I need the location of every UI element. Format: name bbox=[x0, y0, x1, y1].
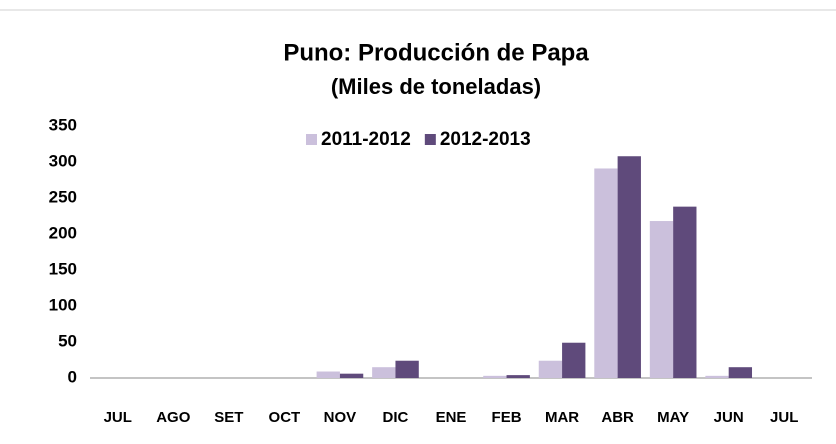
chart-title: Puno: Producción de Papa bbox=[283, 39, 589, 66]
x-tick-label: MAY bbox=[657, 409, 689, 426]
bar bbox=[506, 375, 530, 378]
bar bbox=[562, 342, 586, 378]
x-tick-label: OCT bbox=[269, 409, 301, 426]
bar bbox=[316, 371, 340, 378]
bar bbox=[538, 360, 563, 378]
x-tick-label: SET bbox=[214, 409, 243, 426]
x-tick-label: ABR bbox=[601, 409, 634, 426]
y-tick-label: 200 bbox=[49, 223, 77, 242]
y-tick-label: 0 bbox=[68, 367, 77, 386]
bar bbox=[339, 373, 364, 378]
x-tick-label: JUN bbox=[714, 409, 744, 426]
x-tick-label: DIC bbox=[383, 409, 409, 426]
y-tick-label: 300 bbox=[49, 151, 77, 170]
x-tick-label: NOV bbox=[324, 409, 357, 426]
y-tick-label: 150 bbox=[49, 259, 77, 278]
legend-swatch bbox=[306, 134, 317, 145]
bar bbox=[395, 360, 419, 378]
y-tick-label: 350 bbox=[49, 115, 77, 134]
chart-subtitle: (Miles de toneladas) bbox=[331, 74, 541, 99]
y-tick-label: 250 bbox=[49, 187, 77, 206]
bar bbox=[705, 375, 729, 378]
y-tick-label: 100 bbox=[49, 295, 77, 314]
bar bbox=[483, 375, 507, 378]
legend-label: 2012-2013 bbox=[440, 129, 531, 150]
bar bbox=[728, 367, 753, 378]
x-tick-label: MAR bbox=[545, 409, 579, 426]
bar bbox=[649, 221, 674, 378]
bar bbox=[594, 168, 618, 378]
legend-swatch bbox=[424, 134, 436, 145]
y-tick-label: 50 bbox=[58, 331, 77, 350]
bar bbox=[617, 156, 641, 378]
x-tick-label: JUL bbox=[770, 409, 798, 426]
x-tick-label: JUL bbox=[104, 409, 132, 426]
bar bbox=[372, 367, 396, 378]
x-tick-label: ENE bbox=[436, 409, 467, 426]
legend-label: 2011-2012 bbox=[321, 129, 411, 150]
x-tick-label: FEB bbox=[492, 409, 522, 426]
bar bbox=[673, 206, 697, 378]
x-tick-label: AGO bbox=[156, 409, 191, 426]
